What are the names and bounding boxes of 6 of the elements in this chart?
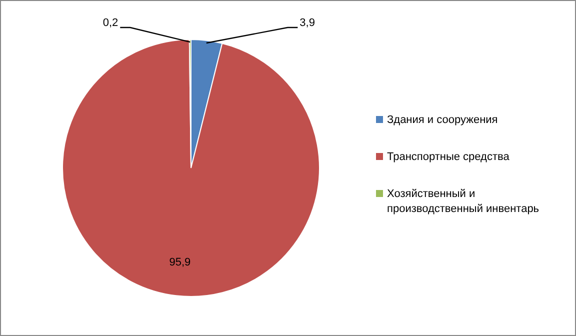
data-label: 95,9 — [169, 256, 191, 268]
legend-label: Транспортные средства — [387, 150, 510, 165]
legend-label: Здания и сооружения — [387, 113, 498, 128]
legend-label: Хозяйственный и производственный инвентарь — [387, 187, 540, 217]
data-label: 0,2 — [102, 17, 118, 30]
data-label: 3,9 — [300, 17, 315, 30]
